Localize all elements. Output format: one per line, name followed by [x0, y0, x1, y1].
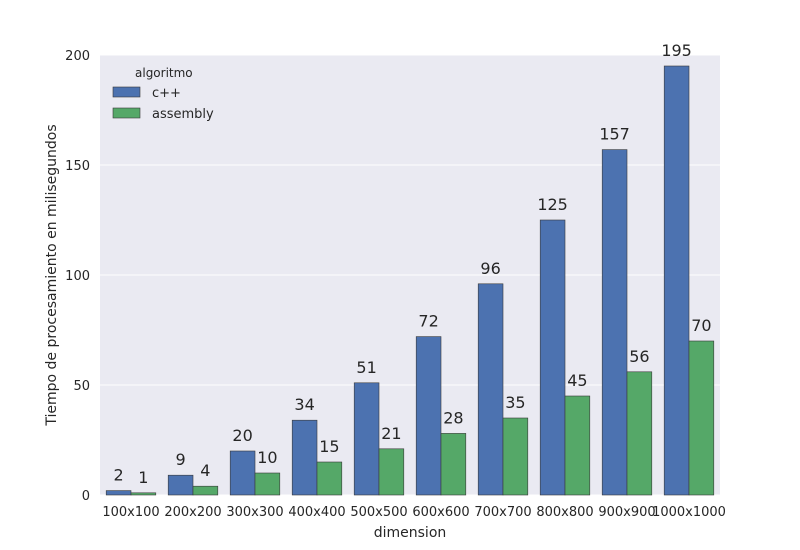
bar	[688, 340, 715, 496]
x-axis-ticks: 100x100 200x200 300x300 400x400 500x500 600x6…	[102, 505, 726, 520]
data-label: 51	[356, 358, 376, 377]
data-label: 56	[629, 347, 649, 366]
x-tick-label: 300x300	[226, 505, 283, 520]
bar	[378, 448, 405, 496]
bar	[130, 492, 157, 496]
bars	[105, 65, 715, 496]
legend-swatch	[112, 107, 141, 119]
x-tick-label: 700x700	[474, 505, 531, 520]
x-tick-label: 100x100	[102, 505, 159, 520]
data-label: 1	[138, 468, 148, 487]
x-tick-label: 800x800	[536, 505, 593, 520]
x-tick-label: 500x500	[350, 505, 407, 520]
bar	[316, 461, 343, 496]
y-axis-ticks: 0 50 100 150 200	[65, 49, 90, 504]
bar	[502, 417, 529, 496]
data-label: 70	[691, 316, 711, 335]
x-tick-label: 900x900	[598, 505, 655, 520]
bar	[477, 283, 504, 496]
data-label: 20	[232, 426, 252, 445]
legend-title: algoritmo	[135, 66, 193, 80]
bar	[415, 336, 442, 496]
legend-label: assembly	[152, 107, 214, 122]
data-labels: 2 1 94 20 10 34 15 51 21 72 28 96 35 125 45 157 56 195 70	[114, 41, 712, 487]
data-label: 45	[567, 371, 587, 390]
y-tick-label: 200	[65, 49, 90, 64]
bar	[254, 472, 281, 496]
data-label: 28	[443, 408, 463, 427]
data-label: 195	[661, 41, 692, 60]
bar	[626, 371, 653, 496]
bar	[229, 450, 256, 496]
data-label: 2	[114, 466, 124, 485]
bar	[353, 382, 380, 496]
data-label: 4	[200, 461, 210, 480]
x-tick-label: 1000x1000	[652, 505, 726, 520]
data-label: 15	[319, 437, 339, 456]
data-label: 35	[505, 393, 525, 412]
legend-swatch	[112, 86, 141, 98]
bar	[539, 219, 566, 496]
y-axis-label: Tiempo de procesamiento en milisegundos	[44, 124, 60, 426]
data-label: 125	[537, 195, 568, 214]
bar	[105, 490, 132, 496]
bar	[192, 485, 219, 496]
data-label: 34	[294, 395, 314, 414]
legend-label: c++	[152, 86, 181, 101]
y-tick-label: 0	[82, 489, 90, 504]
x-tick-label: 600x600	[412, 505, 469, 520]
bar	[601, 149, 628, 496]
bar	[564, 395, 591, 496]
bar	[167, 474, 194, 496]
data-label: 96	[480, 259, 500, 278]
y-tick-label: 50	[73, 379, 90, 394]
bar	[291, 419, 318, 496]
x-tick-label: 400x400	[288, 505, 345, 520]
bar	[440, 433, 467, 496]
data-label: 72	[418, 312, 438, 331]
x-tick-label: 200x200	[164, 505, 221, 520]
y-tick-label: 150	[65, 159, 90, 174]
data-label: 21	[381, 424, 401, 443]
bar	[663, 65, 690, 496]
x-axis-label: dimension	[374, 525, 447, 541]
legend: algoritmo c++ assembly	[112, 66, 214, 122]
data-label: 9	[176, 450, 186, 469]
data-label: 157	[599, 125, 630, 144]
y-tick-label: 100	[65, 269, 90, 284]
data-label: 10	[257, 448, 277, 467]
